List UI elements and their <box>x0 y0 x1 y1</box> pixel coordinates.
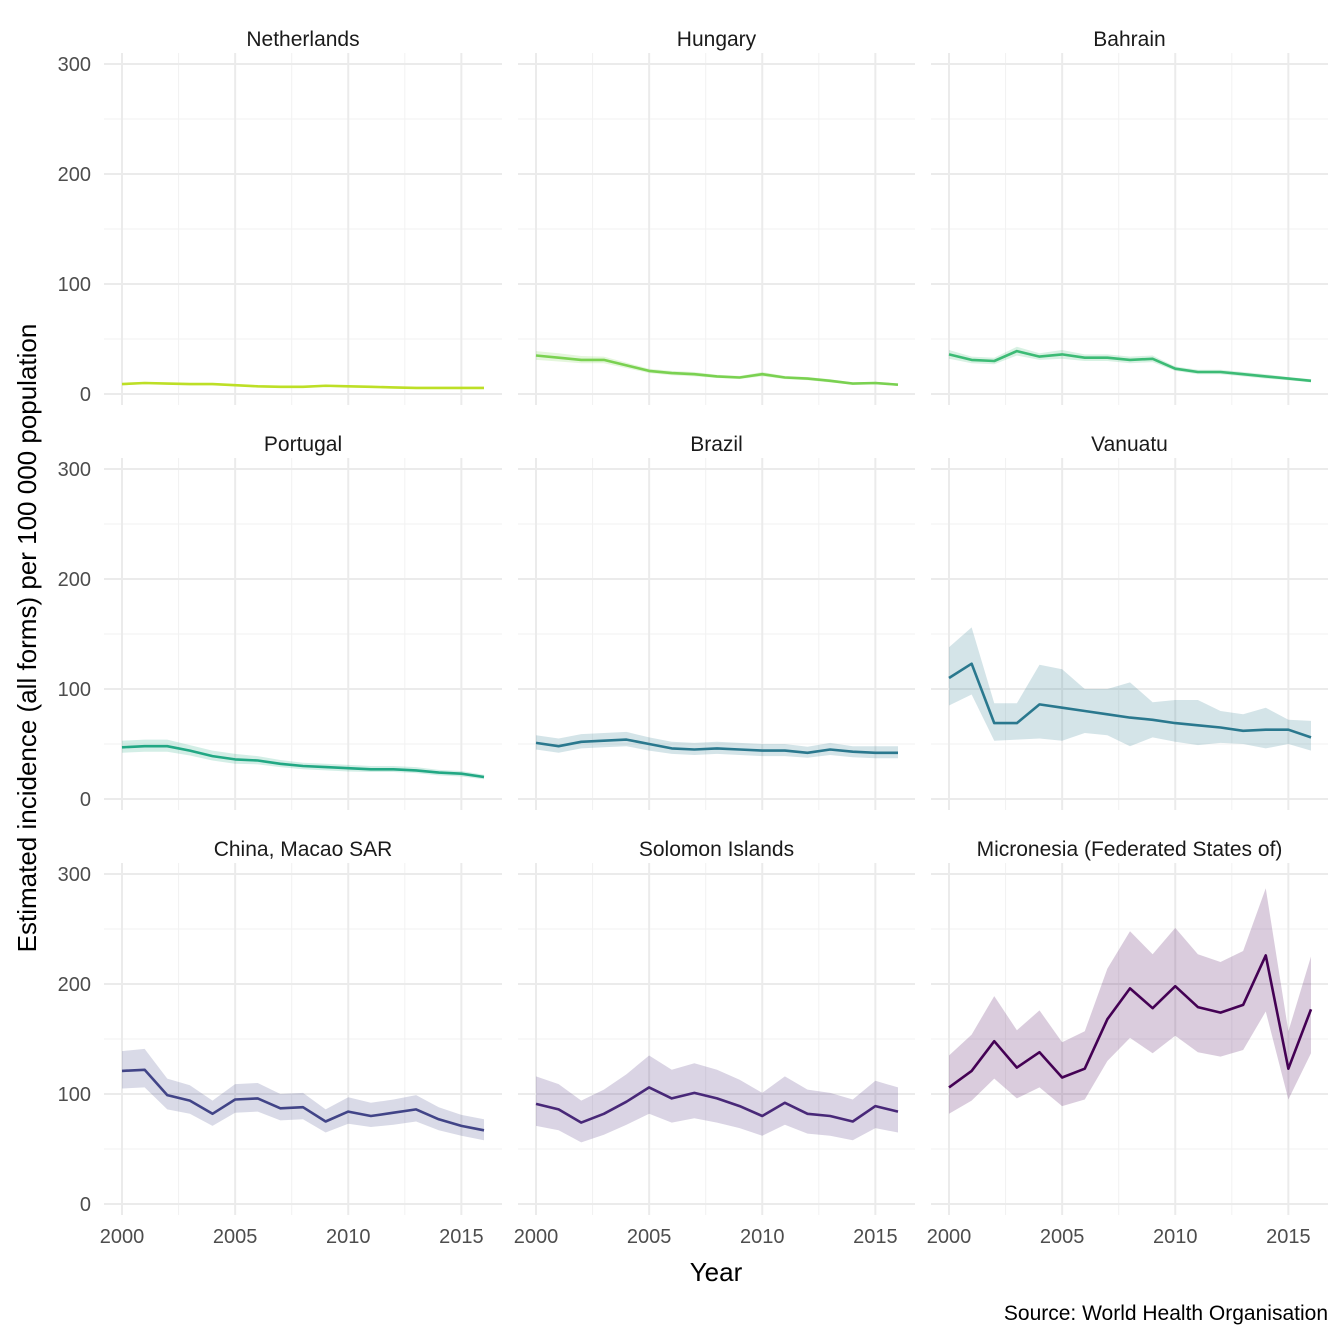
series-line-vanuatu <box>948 662 1312 739</box>
facet-title: Portugal <box>264 433 342 456</box>
x-tick-label: 2015 <box>439 1226 484 1248</box>
x-axis-title: Year <box>690 1257 743 1287</box>
facet-title: Bahrain <box>1093 28 1165 51</box>
x-tick-label: 2010 <box>1153 1226 1198 1248</box>
ribbon-bahrain <box>949 346 1311 383</box>
facet-title: Vanuatu <box>1091 433 1168 456</box>
source-caption: Source: World Health Organisation <box>1004 1302 1328 1325</box>
y-tick-label: 300 <box>58 864 91 886</box>
facet-panels: Netherlands 0 100 200 300 Hungary Bahrain Portu… <box>58 28 1328 1248</box>
x-tick-label: 2000 <box>514 1226 559 1248</box>
facet-title: Solomon Islands <box>639 838 794 861</box>
y-tick-label: 100 <box>58 274 91 296</box>
y-tick-label: 300 <box>58 459 91 481</box>
x-tick-label: 2000 <box>927 1226 972 1248</box>
facet-vanuatu: Vanuatu <box>931 433 1328 810</box>
x-tick-label: 2015 <box>853 1226 898 1248</box>
series-line-portugal <box>121 744 485 779</box>
x-tick-label: 2015 <box>1266 1226 1311 1248</box>
series-line-hungary <box>535 354 899 386</box>
series-line-bahrain <box>948 349 1312 383</box>
x-tick-label: 2005 <box>213 1226 258 1248</box>
x-tick-label: 2010 <box>326 1226 371 1248</box>
facet-hungary: Hungary <box>518 28 915 405</box>
facet-netherlands: Netherlands 0 100 200 300 <box>58 28 502 406</box>
y-tick-label: 300 <box>58 54 91 76</box>
facet-portugal: Portugal 0 100 200 300 <box>58 433 502 811</box>
facet-china-macao-sar: China, Macao SAR 0 100 200 300 2000 2005 2010 20… <box>58 838 502 1248</box>
x-tick-label: 2000 <box>100 1226 145 1248</box>
y-tick-label: 200 <box>58 164 91 186</box>
y-tick-label: 200 <box>58 569 91 591</box>
facet-micronesia-federated-states-of: Micronesia (Federated States of) 2000 2005… <box>927 838 1328 1248</box>
x-tick-label: 2005 <box>1040 1226 1085 1248</box>
ribbon-china-macao-sar <box>122 1048 484 1141</box>
facet-title: Brazil <box>690 433 743 456</box>
series-line-china-macao-sar <box>121 1068 485 1132</box>
series-line-micronesia-federated-states-of <box>948 954 1313 1089</box>
x-tick-label: 2005 <box>627 1226 672 1248</box>
facet-title: Netherlands <box>246 28 359 51</box>
series-line-solomon-islands <box>535 1086 899 1124</box>
facet-title: Hungary <box>677 28 757 51</box>
y-tick-label: 0 <box>80 1194 91 1216</box>
facet-title: China, Macao SAR <box>214 838 393 861</box>
y-tick-label: 100 <box>58 1084 91 1106</box>
ribbon-brazil <box>536 731 898 759</box>
facet-brazil: Brazil <box>518 433 915 810</box>
y-tick-label: 0 <box>80 789 91 811</box>
facet-solomon-islands: Solomon Islands 2000 2005 2010 2015 <box>514 838 915 1248</box>
facet-title: Micronesia (Federated States of) <box>977 838 1283 861</box>
ribbon-micronesia-federated-states-of <box>949 888 1311 1114</box>
ribbon-vanuatu <box>949 627 1311 751</box>
facet-bahrain: Bahrain <box>931 28 1328 405</box>
series-line-brazil <box>535 738 898 755</box>
y-tick-label: 0 <box>80 384 91 406</box>
x-tick-label: 2010 <box>740 1226 785 1248</box>
y-tick-label: 200 <box>58 974 91 996</box>
y-axis-title: Estimated incidence (all forms) per 100 … <box>12 324 42 953</box>
ribbon-hungary <box>536 351 898 386</box>
series-line-netherlands <box>121 381 484 390</box>
ribbon-portugal <box>122 739 484 780</box>
y-tick-label: 100 <box>58 679 91 701</box>
